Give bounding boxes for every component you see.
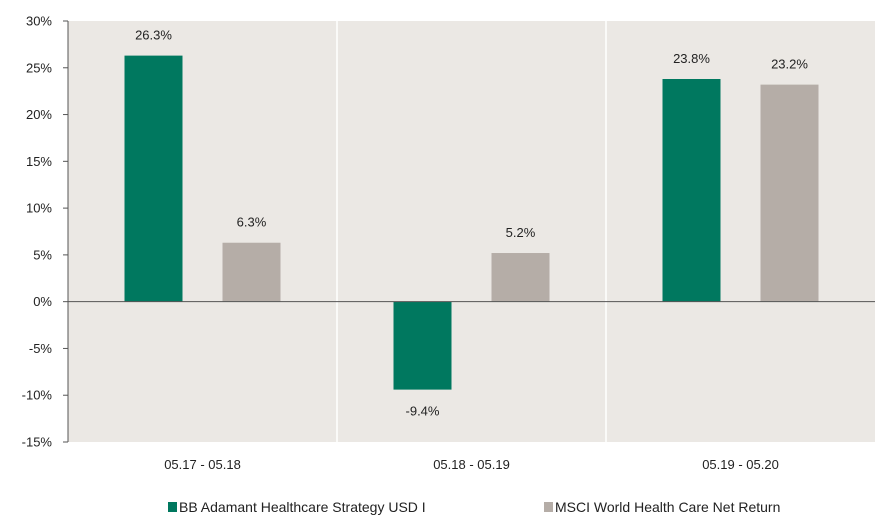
legend-label: BB Adamant Healthcare Strategy USD I — [179, 499, 426, 515]
legend: BB Adamant Healthcare Strategy USD I MSCI… — [168, 499, 780, 515]
legend-label: MSCI World Health Care Net Return — [555, 499, 780, 515]
y-tick-label: 15% — [26, 154, 52, 169]
legend-swatch — [544, 502, 553, 512]
data-label: 23.8% — [673, 51, 710, 66]
y-tick-label: 5% — [33, 247, 52, 262]
data-label: -9.4% — [406, 404, 440, 419]
y-tick-label: 0% — [33, 294, 52, 309]
y-tick-label: -15% — [22, 435, 53, 450]
x-tick-label: 05.19 - 05.20 — [702, 457, 779, 472]
legend-swatch — [168, 502, 177, 512]
data-label: 6.3% — [237, 215, 267, 230]
y-tick-label: -5% — [29, 341, 53, 356]
plot-area — [68, 21, 875, 442]
data-labels: 26.3% -9.4% 23.8% 6.3% 5.2% 23.2% — [135, 28, 808, 419]
data-label: 5.2% — [506, 225, 536, 240]
bar — [491, 253, 550, 302]
x-tick-label: 05.17 - 05.18 — [164, 457, 241, 472]
bar — [393, 301, 452, 390]
y-tick-label: 10% — [26, 201, 52, 216]
category-separators — [336, 21, 607, 442]
y-tick-label: 25% — [26, 60, 52, 75]
x-axis-labels: 05.17 - 05.18 05.18 - 05.19 05.19 - 05.20 — [164, 457, 779, 472]
y-tick-label: 30% — [26, 14, 52, 29]
y-tick-label: -10% — [22, 388, 53, 403]
x-tick-label: 05.18 - 05.19 — [433, 457, 510, 472]
y-tick-label: 20% — [26, 107, 52, 122]
bar — [124, 55, 183, 302]
y-axis-ticks: 30% 25% 20% 15% 10% 5% 0% -5% -10% -15% — [22, 14, 68, 450]
bars — [124, 55, 819, 390]
data-label: 23.2% — [771, 57, 808, 72]
data-label: 26.3% — [135, 28, 172, 43]
bar — [760, 84, 819, 302]
bar — [222, 242, 281, 302]
bar — [662, 79, 721, 302]
